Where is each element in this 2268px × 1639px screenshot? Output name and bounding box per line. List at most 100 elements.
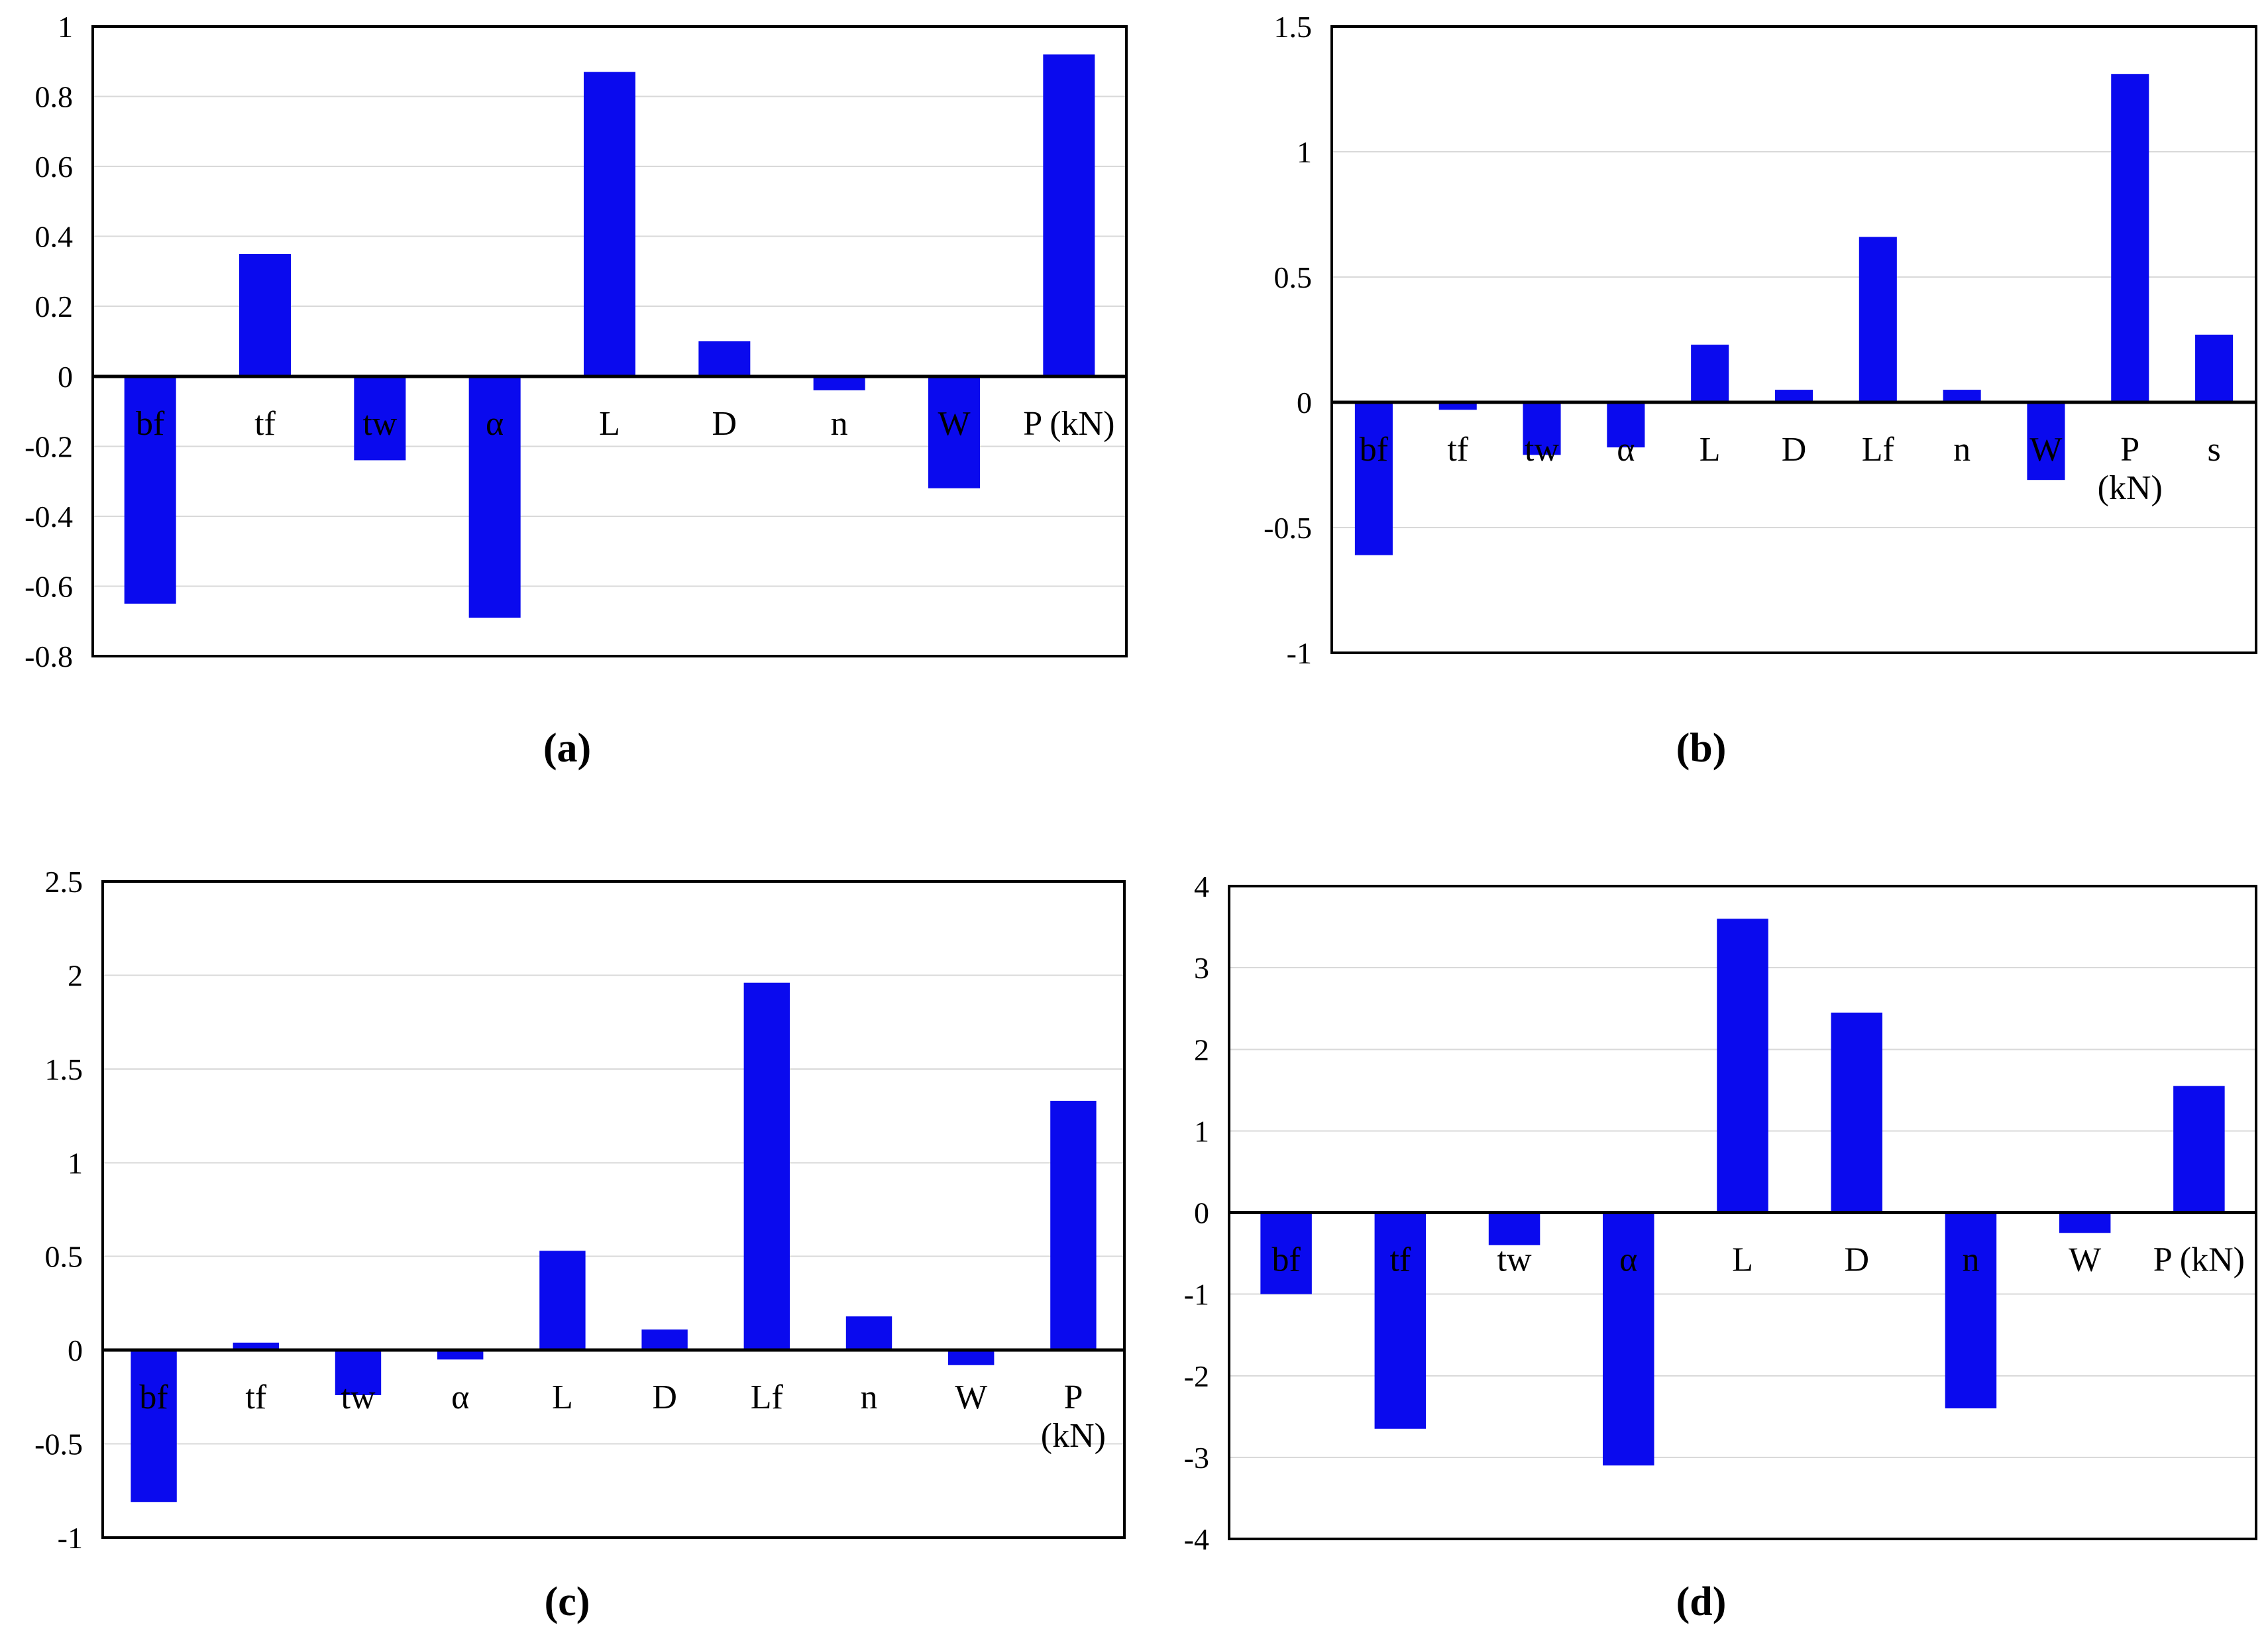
x-category-label: P (kN) — [2098, 431, 2163, 507]
y-tick-label: 2 — [1194, 1033, 1209, 1066]
bar-PkN — [2173, 1086, 2225, 1213]
chart-a-caption: (a) — [543, 726, 592, 771]
chart-c-caption: (c) — [544, 1579, 590, 1624]
bar-tw — [335, 1350, 382, 1396]
bar-bf — [131, 1350, 177, 1502]
x-category-label: W — [2069, 1241, 2101, 1279]
x-category-label: D — [1782, 431, 1807, 469]
bar-D — [698, 341, 751, 376]
x-category-label: P (kN) — [1023, 405, 1114, 443]
x-category-label: n — [831, 405, 848, 443]
y-tick-label: -3 — [1184, 1441, 1209, 1475]
x-category-label: n — [1953, 431, 1971, 469]
x-category-label: L — [1700, 431, 1721, 469]
bar-tf — [233, 1342, 279, 1351]
y-tick-label: -0.2 — [25, 429, 73, 463]
x-category-label: α — [1617, 431, 1635, 469]
x-category-label: P (kN) — [1041, 1379, 1106, 1455]
y-tick-label: -1 — [1287, 636, 1312, 670]
x-category-label: D — [652, 1379, 677, 1416]
bar-PkN — [1043, 54, 1095, 376]
bar-tf — [1374, 1212, 1427, 1429]
bar-W — [928, 376, 980, 488]
x-category-label: tf — [254, 405, 276, 443]
x-category-label: Lf — [751, 1379, 784, 1416]
x-category-label: bf — [136, 405, 165, 443]
y-tick-label: 1 — [68, 1146, 83, 1180]
x-category-label: W — [955, 1379, 987, 1416]
chart-d-caption: (d) — [1676, 1579, 1727, 1624]
x-category-label: L — [552, 1379, 573, 1416]
y-tick-label: 4 — [1194, 870, 1209, 903]
x-category-label: n — [1962, 1241, 1979, 1279]
y-tick-label: -1 — [1184, 1278, 1209, 1312]
bar-n — [1943, 390, 1981, 402]
chart-b: 1.5 1 0.5 0 -0.5 -1 bf tf tw α L D Lf n W P (kN) s (b) — [1134, 0, 2268, 819]
x-category-label: W — [938, 405, 970, 443]
bar-D — [1831, 1012, 1882, 1213]
x-category-label: W — [2029, 431, 2062, 469]
bar-tw — [354, 376, 406, 461]
x-category-label: tf — [1389, 1241, 1411, 1279]
plot-border — [91, 25, 1128, 657]
x-category-label: Lf — [1862, 431, 1895, 469]
plot-border — [101, 880, 1126, 1539]
y-tick-label: 1 — [1194, 1114, 1209, 1148]
bar-tw — [1488, 1212, 1540, 1245]
chart-b-caption: (b) — [1676, 726, 1727, 771]
bar-D — [641, 1329, 688, 1351]
y-tick-label: 3 — [1194, 951, 1209, 985]
x-category-label: L — [599, 405, 620, 443]
bar-tf — [239, 254, 291, 376]
x-category-label: α — [486, 405, 504, 443]
bar-α — [468, 376, 521, 618]
y-tick-label: 1 — [1297, 135, 1312, 169]
y-tick-label: 0.5 — [45, 1240, 83, 1274]
y-tick-label: 1.5 — [45, 1052, 83, 1086]
plot-border — [1330, 25, 2257, 654]
bar-tw — [1523, 402, 1561, 455]
bar-tf — [1438, 402, 1477, 410]
bar-L — [1691, 345, 1729, 402]
bar-D — [1774, 390, 1813, 402]
y-tick-label: 1.5 — [1274, 10, 1313, 44]
x-category-label: tw — [362, 405, 397, 443]
bar-L — [1717, 919, 1768, 1213]
y-tick-label: 0 — [1297, 386, 1312, 420]
x-category-label: bf — [1271, 1241, 1301, 1279]
x-category-label: n — [861, 1379, 878, 1416]
y-tick-label: 2.5 — [45, 865, 83, 899]
y-tick-label: -0.6 — [25, 569, 73, 603]
bar-n — [1945, 1212, 1997, 1408]
y-tick-label: 1 — [58, 10, 73, 44]
bar-α — [437, 1350, 484, 1360]
bar-n — [813, 376, 865, 390]
bar-L — [539, 1251, 586, 1351]
x-category-label: bf — [139, 1379, 168, 1416]
bar-α — [1607, 402, 1645, 448]
x-category-label: D — [712, 405, 737, 443]
y-tick-label: 0.5 — [1274, 260, 1313, 294]
y-tick-label: 0.6 — [35, 150, 74, 184]
y-tick-label: -0.5 — [34, 1428, 83, 1461]
chart-c-plot: 2.5 2 1.5 1 0.5 0 -0.5 -1 bf tf tw α L D Lf n W P (kN) — [34, 865, 1126, 1555]
x-category-label: α — [1619, 1241, 1637, 1279]
x-category-label: tw — [1525, 431, 1559, 469]
y-tick-label: -2 — [1184, 1359, 1209, 1393]
x-category-label: s — [2207, 431, 2220, 469]
bar-W — [948, 1350, 995, 1365]
y-tick-label: -0.4 — [25, 500, 73, 534]
bar-n — [845, 1316, 892, 1351]
bar-bf — [124, 376, 176, 604]
y-tick-label: 0 — [68, 1333, 83, 1367]
x-category-label: D — [1844, 1241, 1869, 1279]
bar-L — [584, 72, 635, 376]
x-category-label: tf — [1447, 431, 1468, 469]
y-tick-label: 0.2 — [35, 290, 74, 323]
bar-s — [2195, 334, 2234, 402]
y-tick-label: 0 — [1194, 1196, 1209, 1230]
